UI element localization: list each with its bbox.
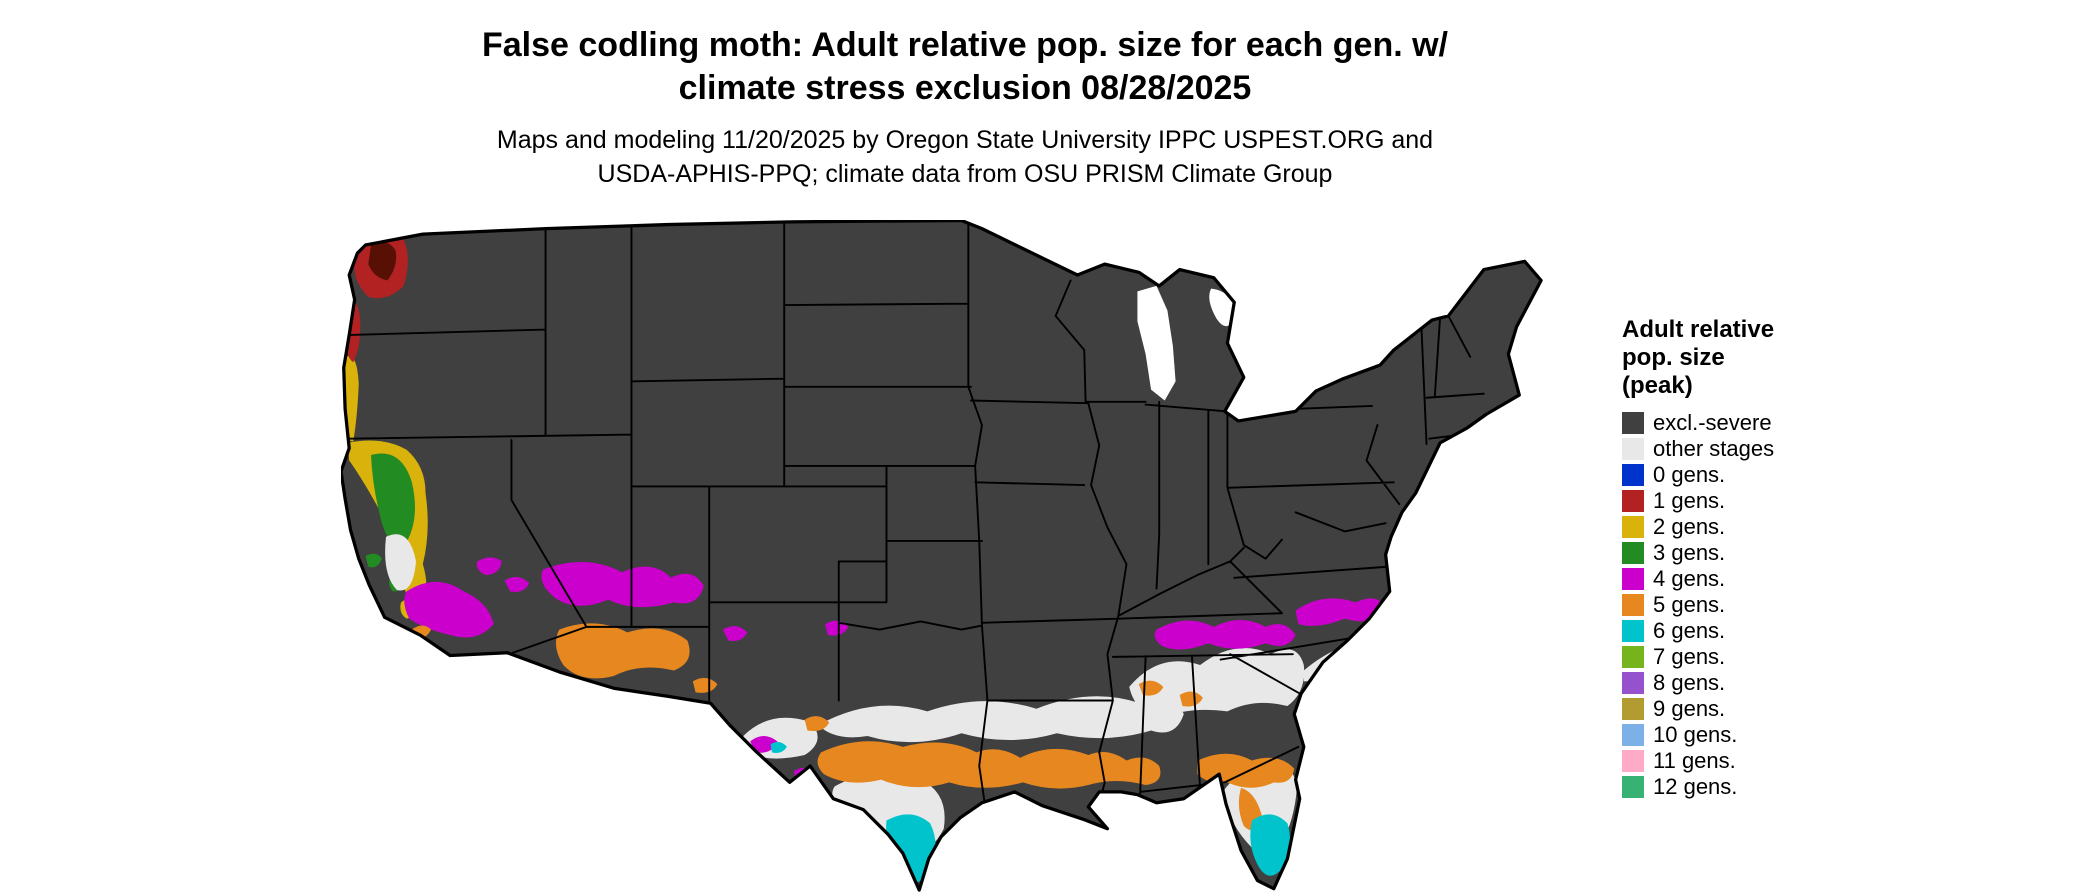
legend-title-line-1: Adult relative [1622, 316, 1775, 343]
legend-item-label: 11 gens. [1653, 748, 1736, 773]
map-subtitle: Maps and modeling 11/20/2025 by Oregon S… [0, 123, 1930, 191]
legend-item: 2 gens. [1622, 514, 1952, 540]
legend-swatch-gen8 [1622, 672, 1644, 694]
legend-item: 12 gens. [1622, 774, 1952, 800]
legend-item-label: 1 gens. [1653, 488, 1726, 513]
lake-michigan [1137, 285, 1176, 401]
legend-item: other stages [1622, 436, 1952, 462]
region-gen5-orange-belt [411, 623, 1295, 831]
legend-item: 9 gens. [1622, 696, 1952, 722]
map-subtitle-line-1: Maps and modeling 11/20/2025 by Oregon S… [496, 126, 1434, 154]
map-title-line-1: False codling moth: Adult relative pop. … [482, 26, 1448, 64]
legend-item: 5 gens. [1622, 592, 1952, 618]
region-gen3-norcal [365, 453, 415, 592]
legend-item-label: 2 gens. [1653, 514, 1726, 539]
legend-item: 1 gens. [1622, 488, 1952, 514]
legend-item-label: 4 gens. [1653, 566, 1726, 591]
legend-title-line-3: (peak) [1622, 372, 1693, 399]
legend-item-label: 0 gens. [1653, 462, 1726, 487]
legend-item-label: excl.-severe [1653, 410, 1772, 435]
legend-item-label: 12 gens. [1653, 774, 1738, 799]
legend-item: 3 gens. [1622, 540, 1952, 566]
us-outline [341, 220, 1543, 892]
region-gen1-dark-puget [368, 241, 397, 281]
legend-swatch-gen6 [1622, 620, 1644, 642]
region-gen7-florida-keys [1230, 886, 1265, 891]
legend-swatch-gen11 [1622, 750, 1644, 772]
map-subtitle-line-2: USDA-APHIS-PPQ; climate data from OSU PR… [597, 160, 1333, 188]
legend-item: 6 gens. [1622, 618, 1952, 644]
legend-item-label: 5 gens. [1653, 592, 1726, 617]
legend-item-label: 7 gens. [1653, 644, 1726, 669]
legend-item-label: 6 gens. [1653, 618, 1726, 643]
map-header: False codling moth: Adult relative pop. … [0, 24, 1930, 191]
legend-item-label: 8 gens. [1653, 670, 1726, 695]
legend-swatch-gen9 [1622, 698, 1644, 720]
map-legend: Adult relative pop. size (peak) excl.-se… [1622, 316, 1952, 800]
legend-swatch-other_stages [1622, 438, 1644, 460]
legend-item: 7 gens. [1622, 644, 1952, 670]
legend-swatch-gen7 [1622, 646, 1644, 668]
legend-item: 10 gens. [1622, 722, 1952, 748]
legend-swatch-gen0 [1622, 464, 1644, 486]
legend-item-label: 10 gens. [1653, 722, 1738, 747]
legend-swatch-gen4 [1622, 568, 1644, 590]
legend-item: 11 gens. [1622, 748, 1952, 774]
legend-swatch-gen12 [1622, 776, 1644, 798]
legend-item: 4 gens. [1622, 566, 1952, 592]
legend-swatch-gen1 [1622, 490, 1644, 512]
state-borders [345, 222, 1485, 804]
us-map-svg [341, 220, 1543, 892]
us-choropleth-map [341, 220, 1582, 896]
legend-swatch-gen10 [1622, 724, 1644, 746]
map-title-line-2: climate stress exclusion 08/28/2025 [678, 69, 1252, 107]
legend-item: 8 gens. [1622, 670, 1952, 696]
legend-item: 0 gens. [1622, 462, 1952, 488]
legend-swatch-gen5 [1622, 594, 1644, 616]
legend-swatch-gen3 [1622, 542, 1644, 564]
legend-swatch-gen2 [1622, 516, 1644, 538]
us-base-fill [341, 220, 1542, 891]
legend-item-label: other stages [1653, 436, 1775, 461]
legend-items: excl.-severe other stages 0 gens. 1 gens. 2 … [1622, 410, 1952, 800]
region-gen6-south-texas-south-florida [770, 741, 1291, 883]
legend-swatch-excl_severe [1622, 412, 1644, 434]
legend-item: excl.-severe [1622, 410, 1952, 436]
legend-item-label: 9 gens. [1653, 696, 1726, 721]
legend-title-line-2: pop. size [1622, 344, 1725, 371]
legend-item-label: 3 gens. [1653, 540, 1726, 565]
